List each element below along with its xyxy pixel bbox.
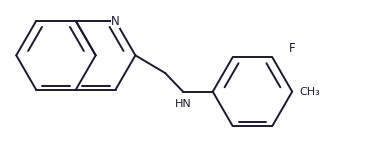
Text: F: F [289,42,295,55]
Text: HN: HN [175,99,191,110]
Text: N: N [111,14,120,27]
Text: CH₃: CH₃ [299,87,320,97]
